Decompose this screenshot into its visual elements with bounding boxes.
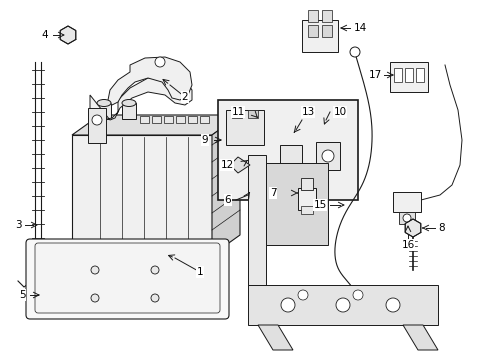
- Polygon shape: [122, 103, 136, 119]
- Circle shape: [91, 294, 99, 302]
- Bar: [187, 116, 197, 123]
- Text: 17: 17: [367, 70, 381, 80]
- Bar: [231, 110, 242, 118]
- Text: 12: 12: [220, 160, 233, 170]
- Bar: [140, 116, 149, 123]
- Polygon shape: [72, 115, 240, 135]
- Text: 10: 10: [333, 107, 346, 117]
- Polygon shape: [60, 26, 76, 44]
- Bar: [297, 188, 315, 210]
- Text: 3: 3: [15, 220, 21, 230]
- Circle shape: [349, 47, 359, 57]
- Polygon shape: [247, 155, 265, 285]
- Bar: [307, 25, 317, 37]
- Polygon shape: [247, 285, 437, 325]
- FancyBboxPatch shape: [26, 239, 228, 319]
- Circle shape: [321, 150, 333, 162]
- Bar: [225, 110, 264, 145]
- Circle shape: [155, 57, 164, 67]
- Text: 8: 8: [438, 223, 445, 233]
- Text: 13: 13: [301, 107, 314, 117]
- Ellipse shape: [122, 99, 136, 107]
- Circle shape: [297, 290, 307, 300]
- Polygon shape: [108, 57, 192, 105]
- Text: 1: 1: [196, 267, 203, 277]
- Circle shape: [335, 298, 349, 312]
- Text: 16: 16: [401, 240, 414, 250]
- Bar: [280, 145, 302, 175]
- Text: 14: 14: [353, 23, 366, 33]
- Circle shape: [151, 294, 159, 302]
- Bar: [415, 68, 423, 82]
- Bar: [301, 206, 312, 214]
- Polygon shape: [258, 325, 292, 350]
- FancyBboxPatch shape: [35, 243, 220, 313]
- Circle shape: [151, 266, 159, 274]
- Bar: [392, 192, 420, 212]
- Text: 15: 15: [313, 200, 326, 210]
- Text: 2: 2: [182, 92, 188, 102]
- Bar: [393, 68, 401, 82]
- Bar: [321, 10, 331, 22]
- Text: 6: 6: [224, 195, 231, 205]
- Bar: [152, 116, 161, 123]
- Bar: [218, 100, 357, 200]
- Text: 7: 7: [269, 188, 276, 198]
- Bar: [163, 116, 173, 123]
- Polygon shape: [90, 75, 192, 120]
- Bar: [321, 25, 331, 37]
- Ellipse shape: [97, 99, 111, 107]
- Polygon shape: [72, 135, 212, 255]
- Polygon shape: [97, 103, 111, 119]
- Bar: [307, 10, 317, 22]
- Polygon shape: [402, 325, 437, 350]
- Bar: [301, 178, 312, 190]
- Text: 11: 11: [231, 107, 244, 117]
- Polygon shape: [212, 115, 240, 255]
- Circle shape: [91, 266, 99, 274]
- Polygon shape: [265, 163, 327, 245]
- Circle shape: [92, 115, 102, 125]
- Bar: [398, 212, 414, 224]
- Bar: [88, 108, 106, 143]
- Bar: [302, 20, 337, 52]
- Bar: [200, 116, 208, 123]
- Text: 5: 5: [19, 290, 25, 300]
- Bar: [176, 116, 184, 123]
- Bar: [247, 110, 258, 118]
- Bar: [315, 142, 339, 170]
- Circle shape: [402, 214, 410, 222]
- Polygon shape: [229, 157, 249, 173]
- Text: 4: 4: [41, 30, 48, 40]
- Circle shape: [63, 31, 72, 40]
- Bar: [404, 68, 412, 82]
- Bar: [389, 62, 427, 92]
- Circle shape: [385, 298, 399, 312]
- Text: 9: 9: [201, 135, 208, 145]
- Circle shape: [352, 290, 362, 300]
- Circle shape: [281, 298, 294, 312]
- Polygon shape: [405, 219, 420, 237]
